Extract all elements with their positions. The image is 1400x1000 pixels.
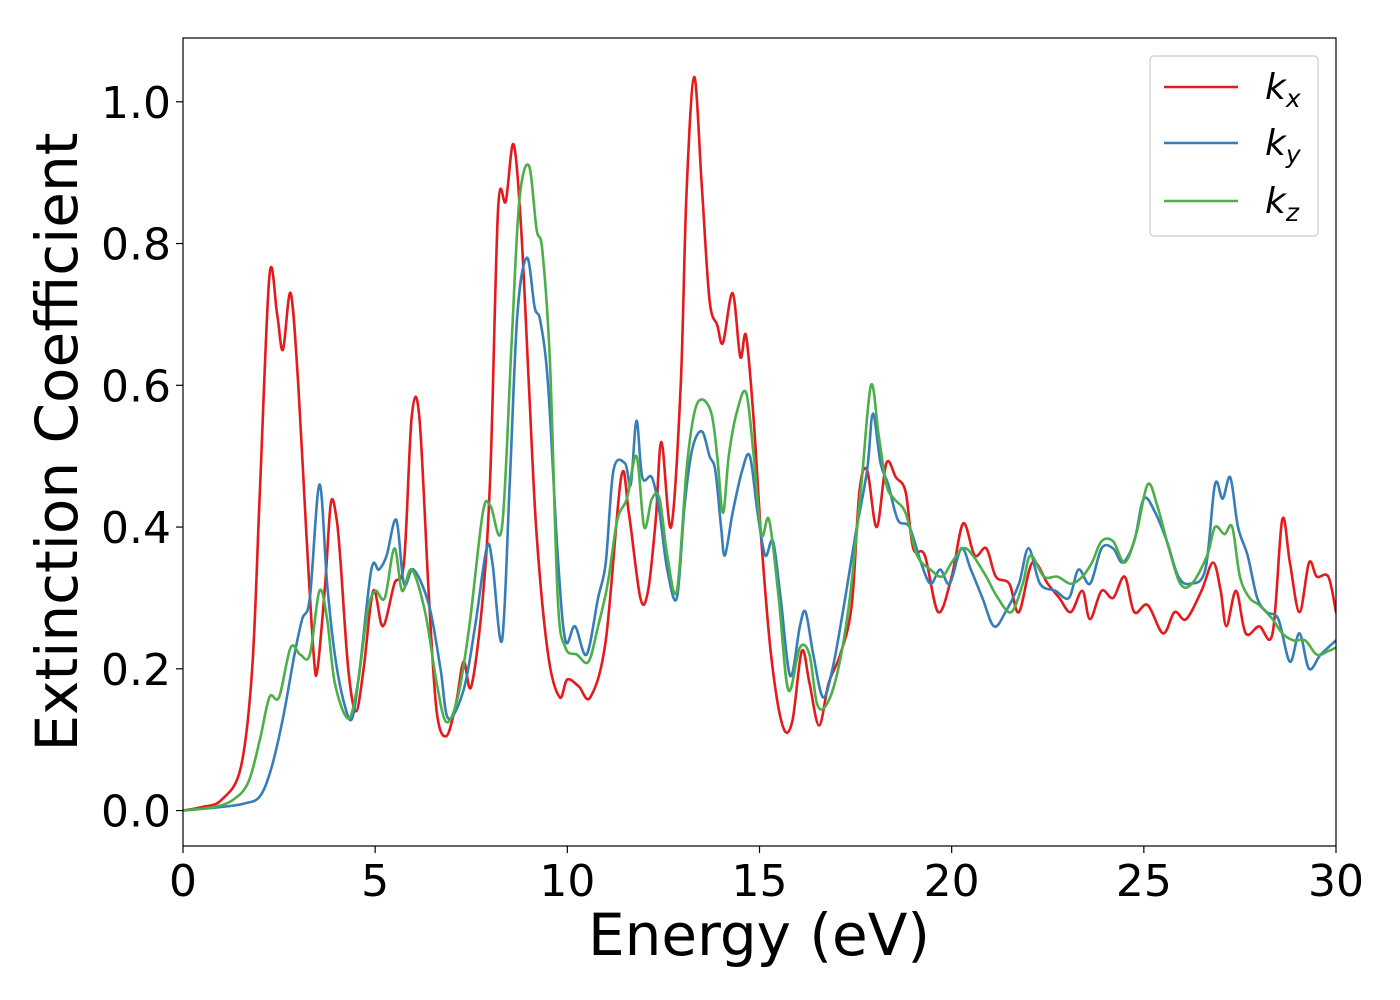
legend-label-subscript: y [1285, 140, 1302, 169]
y-tick-label: 0.6 [101, 361, 171, 412]
y-axis-ticks: 0.0 0.2 0.4 0.6 0.8 1.0 [101, 78, 183, 838]
legend-label-z: kz [1265, 181, 1300, 227]
legend-box [1149, 55, 1319, 237]
legend-label-x: kx [1265, 67, 1301, 113]
y-tick-label: 0.2 [101, 645, 171, 696]
legend-label-subscript: x [1285, 84, 1301, 113]
x-tick-label: 20 [924, 856, 980, 907]
x-tick-label: 0 [169, 856, 197, 907]
legend-label-main: k [1265, 181, 1288, 222]
x-tick-label: 5 [361, 856, 389, 907]
x-tick-label: 25 [1116, 856, 1172, 907]
x-tick-label: 30 [1308, 856, 1364, 907]
x-tick-label: 15 [732, 856, 788, 907]
y-axis-label: Extinction Coefficient [23, 133, 91, 752]
x-tick-label: 10 [539, 856, 595, 907]
y-tick-label: 0.0 [101, 787, 171, 838]
y-tick-label: 0.4 [101, 503, 171, 554]
y-tick-label: 0.8 [101, 220, 171, 271]
series-line-x [183, 75, 1336, 812]
x-axis-label: Energy (eV) [588, 901, 930, 969]
legend-label-subscript: z [1285, 198, 1300, 227]
legend-label-main: k [1265, 123, 1288, 164]
legend-label-y: ky [1265, 123, 1302, 169]
series-layer [183, 75, 1336, 812]
x-axis-ticks: 0 5 10 15 20 25 30 [169, 846, 1364, 907]
legend-label-main: k [1265, 67, 1288, 108]
y-tick-label: 1.0 [101, 78, 171, 129]
series-line-z [183, 163, 1336, 812]
